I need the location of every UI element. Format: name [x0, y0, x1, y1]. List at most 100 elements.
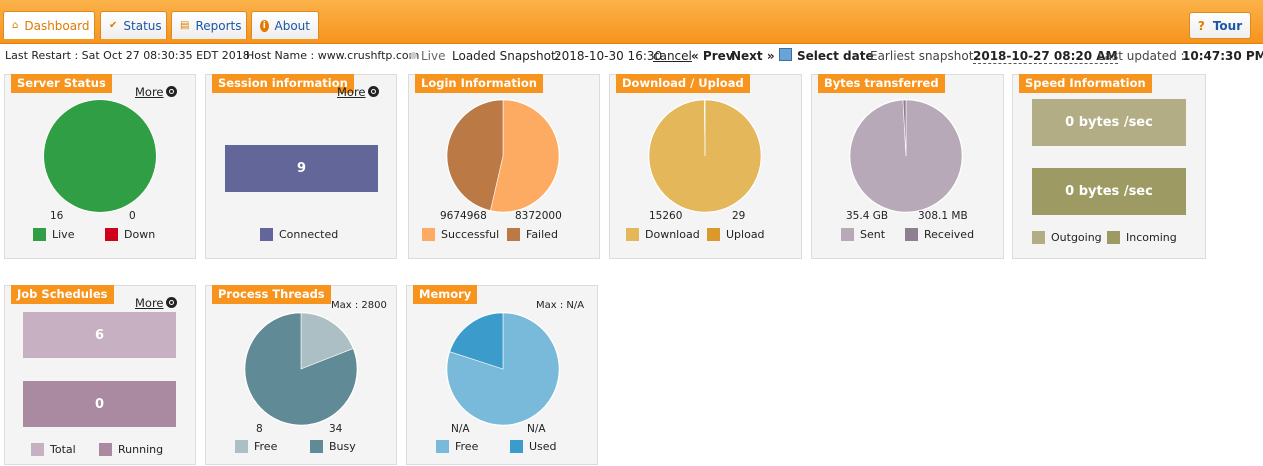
more-link[interactable]: More	[135, 296, 177, 310]
legend-swatch	[841, 228, 854, 241]
calendar-icon[interactable]	[779, 48, 792, 61]
panel-memory: Memory Max : N/A N/A N/A Free Used	[406, 285, 598, 465]
legend-label: Free	[455, 440, 479, 453]
live-label: Live	[421, 49, 446, 63]
info-icon: i	[260, 19, 269, 32]
legend-swatch	[1032, 231, 1045, 244]
legend-swatch	[905, 228, 918, 241]
next-link[interactable]: Next »	[731, 49, 775, 63]
last-restart: Last Restart : Sat Oct 27 08:30:35 EDT 2…	[5, 49, 250, 62]
search-icon	[165, 297, 177, 308]
legend-upload: Upload	[707, 228, 765, 241]
panel-session-information: Session information More 9 Connected	[205, 74, 397, 259]
search-icon	[367, 86, 379, 97]
outgoing-speed-bar: 0 bytes /sec	[1032, 99, 1186, 146]
panel-title: Login Information	[415, 74, 543, 93]
last-updated-value: 10:47:30 PM	[1182, 49, 1263, 63]
download-count: 15260	[649, 210, 683, 222]
legend-label: Outgoing	[1051, 231, 1102, 244]
question-icon: ?	[1197, 18, 1205, 33]
live-radio-icon	[410, 52, 417, 59]
legend-swatch	[1107, 231, 1120, 244]
legend-label: Running	[118, 443, 164, 456]
panel-title: Bytes transferred	[818, 74, 945, 93]
home-icon: ⌂	[12, 20, 19, 31]
legend-label: Down	[124, 228, 156, 241]
legend-live: Live	[33, 228, 74, 241]
free-memory-value: N/A	[451, 423, 470, 435]
tab-about[interactable]: i About	[251, 11, 319, 39]
panel-speed-information: Speed Information 0 bytes /sec 0 bytes /…	[1012, 74, 1206, 259]
legend-free: Free	[436, 440, 478, 453]
panel-bytes-transferred: Bytes transferred 35.4 GB 308.1 MB Sent …	[811, 74, 1004, 259]
more-label: More	[337, 85, 366, 99]
legend-swatch	[626, 228, 639, 241]
panel-title: Process Threads	[212, 285, 331, 304]
more-label: More	[135, 85, 164, 99]
pie-slice-0	[44, 100, 156, 212]
received-amount: 308.1 MB	[918, 210, 968, 222]
tab-status[interactable]: ✔ Status	[100, 11, 167, 39]
max-threads: Max : 2800	[331, 300, 387, 311]
panel-title: Server Status	[11, 74, 112, 93]
pie-slice-1	[704, 99, 706, 157]
max-memory: Max : N/A	[536, 300, 585, 311]
tab-reports[interactable]: ▤ Reports	[171, 11, 247, 39]
legend-label: Used	[529, 440, 557, 453]
login-pie	[446, 99, 560, 213]
tab-dashboard-label: Dashboard	[24, 18, 90, 33]
legend-received: Received	[905, 228, 974, 241]
live-toggle[interactable]: Live	[410, 49, 446, 63]
successful-count: 9674968	[440, 210, 487, 222]
legend-down: Down	[105, 228, 155, 241]
panel-title: Download / Upload	[616, 74, 750, 93]
legend-swatch	[260, 228, 273, 241]
upload-count: 29	[732, 210, 746, 222]
legend-label: Successful	[441, 228, 500, 241]
earliest-snapshot-value[interactable]: 2018-10-27 08:20 AM	[973, 49, 1118, 64]
legend-failed: Failed	[507, 228, 558, 241]
legend-swatch	[33, 228, 46, 241]
busy-threads-count: 34	[329, 423, 343, 435]
legend-swatch	[510, 440, 523, 453]
legend-label: Received	[924, 228, 975, 241]
panel-title: Speed Information	[1019, 74, 1152, 93]
clipboard-icon: ▤	[180, 20, 190, 31]
live-count: 16	[50, 210, 64, 222]
loaded-snapshot-value: 2018-10-30 16:30	[554, 49, 663, 63]
download-upload-pie	[648, 99, 762, 213]
panel-title: Session information	[212, 74, 354, 93]
tour-button[interactable]: ? Tour	[1189, 12, 1251, 39]
more-link[interactable]: More	[337, 85, 379, 99]
earliest-snapshot-label: Earliest snapshot :	[870, 49, 982, 63]
legend-running: Running	[99, 443, 163, 456]
legend-swatch	[707, 228, 720, 241]
legend-total: Total	[31, 443, 76, 456]
cancel-link[interactable]: cancel	[653, 49, 692, 63]
prev-link[interactable]: « Prev	[691, 49, 734, 63]
sent-amount: 35.4 GB	[846, 210, 889, 222]
pie-slice-1	[244, 312, 358, 426]
panel-download-upload: Download / Upload 15260 29 Download Uplo…	[609, 74, 802, 259]
tab-dashboard[interactable]: ⌂ Dashboard	[3, 11, 95, 39]
legend-label: Sent	[860, 228, 886, 241]
select-date-link[interactable]: Select date	[797, 49, 874, 63]
legend-swatch	[436, 440, 449, 453]
legend-swatch	[310, 440, 323, 453]
legend-swatch	[422, 228, 435, 241]
legend-label: Free	[254, 440, 278, 453]
server-status-pie	[43, 99, 157, 213]
pie-slice-0	[300, 312, 354, 370]
panel-title: Job Schedules	[11, 285, 114, 304]
pie-slice-0	[490, 99, 560, 213]
pie-slice-0	[446, 312, 560, 426]
top-nav-bar: ⌂ Dashboard ✔ Status ▤ Reports i About ?…	[0, 0, 1263, 44]
more-link[interactable]: More	[135, 85, 177, 99]
host-name: Host Name : www.crushftp.com	[246, 49, 420, 62]
legend-label: Download	[645, 228, 700, 241]
legend-swatch	[99, 443, 112, 456]
panel-job-schedules: Job Schedules More 6 0 Total Running	[4, 285, 196, 465]
pie-slice-1	[449, 312, 504, 370]
legend-sent: Sent	[841, 228, 885, 241]
failed-count: 8372000	[515, 210, 562, 222]
